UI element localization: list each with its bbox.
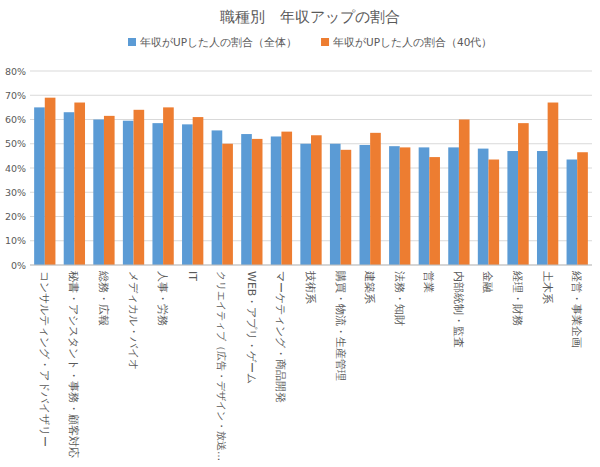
x-tick-label: 建築系 — [363, 270, 376, 304]
x-tick-label: マーケティング・商品開発 — [274, 271, 287, 403]
grid-line — [30, 265, 592, 266]
bar — [330, 144, 341, 265]
bar — [459, 120, 470, 266]
bar — [252, 139, 263, 265]
bar — [360, 145, 371, 265]
bar — [548, 103, 559, 265]
x-tick-label: 総務・広報 — [97, 270, 110, 326]
bar — [429, 157, 440, 265]
bar — [64, 112, 75, 265]
bar — [389, 146, 400, 265]
x-tick-label: 人事・労務 — [156, 271, 169, 326]
bar — [300, 144, 311, 265]
chart: 職種別 年収アップの割合年収がUPした人の割合（全体） 年収がUPした人の割合（4… — [0, 0, 600, 467]
x-tick-label: 技術系 — [304, 270, 317, 304]
x-tick-label: 法務・知財 — [393, 271, 406, 326]
x-tick-label: 経理・財務 — [511, 270, 524, 326]
bar — [222, 144, 233, 265]
bar — [448, 147, 459, 265]
grid-line — [30, 95, 592, 96]
bar — [193, 117, 204, 265]
bar — [134, 110, 145, 265]
bar — [152, 123, 163, 265]
bar — [123, 121, 134, 265]
x-tick-label: 経営・事業企画 — [570, 270, 583, 348]
y-tick-label: 50% — [5, 138, 26, 149]
y-tick-label: 0% — [11, 260, 26, 271]
bar — [182, 124, 193, 265]
bar — [311, 135, 322, 265]
bar — [419, 147, 430, 265]
x-tick-label: 営業 — [422, 271, 435, 293]
bar — [212, 130, 223, 265]
bar — [507, 151, 518, 265]
bar — [341, 150, 352, 265]
y-tick-label: 10% — [5, 235, 26, 246]
x-tick-label: コンサルティング・アドバイザリー — [38, 271, 51, 447]
bar — [478, 149, 489, 265]
legend-swatch — [128, 38, 136, 46]
x-tick-label: 内部統制・監査 — [452, 271, 465, 348]
bar — [400, 147, 411, 265]
legend-label: 年収がUPした人の割合（40代） — [333, 36, 492, 48]
x-tick-label: IT — [186, 271, 199, 281]
bar — [281, 132, 292, 265]
y-tick-label: 80% — [5, 66, 26, 77]
x-tick-label: 金融 — [481, 271, 494, 293]
bar — [74, 103, 85, 265]
y-tick-label: 30% — [5, 187, 26, 198]
bar — [488, 160, 499, 265]
legend: 年収がUPした人の割合（全体） 年収がUPした人の割合（40代） — [128, 36, 492, 48]
bar — [370, 133, 381, 265]
bar — [567, 160, 578, 265]
y-tick-label: 70% — [5, 90, 26, 101]
y-tick-label: 20% — [5, 211, 26, 222]
bar — [45, 98, 56, 265]
x-axis — [30, 265, 592, 266]
bar — [241, 134, 252, 265]
x-tick-label: 秘書・アシスタント・事務・顧客対応 — [67, 271, 80, 458]
bar — [93, 120, 104, 266]
x-tick-label: クリエイティブ（広告・デザイン・放送… — [216, 271, 227, 461]
y-tick-label: 40% — [5, 163, 26, 174]
x-tick-label: 土木系 — [541, 271, 554, 304]
title: 職種別 年収アップの割合 — [220, 8, 400, 26]
bar — [163, 107, 174, 265]
x-tick-label: 購買・物流・生産管理 — [334, 271, 347, 381]
bar — [271, 136, 282, 265]
bars — [34, 98, 588, 265]
bar — [104, 116, 115, 265]
bar — [518, 123, 529, 265]
legend-swatch — [321, 38, 329, 46]
grid-line — [30, 71, 592, 72]
legend-label: 年収がUPした人の割合（全体） — [140, 36, 297, 48]
bar — [577, 152, 588, 265]
x-tick-label: メディカル・バイオ — [127, 271, 140, 370]
bar — [34, 107, 45, 265]
bar — [537, 151, 548, 265]
x-tick-label: WEB・アプリ・ゲーム — [245, 271, 258, 384]
y-tick-label: 60% — [5, 114, 26, 125]
